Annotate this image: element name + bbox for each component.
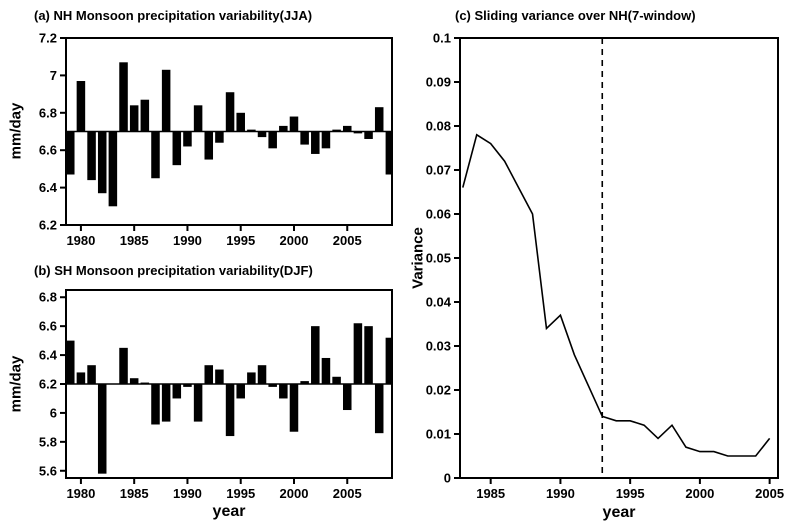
svg-text:5.8: 5.8 [39, 434, 57, 449]
svg-text:1985: 1985 [476, 486, 505, 501]
panel-b-title: (b) SH Monsoon precipitation variability… [34, 263, 313, 278]
svg-text:1995: 1995 [616, 486, 645, 501]
svg-text:1980: 1980 [66, 233, 95, 245]
svg-text:2000: 2000 [685, 486, 714, 501]
svg-text:1995: 1995 [226, 233, 255, 245]
svg-text:6.6: 6.6 [39, 319, 57, 334]
svg-text:5.6: 5.6 [39, 463, 57, 478]
panel-c-xlabel: year [602, 504, 636, 521]
svg-text:0.06: 0.06 [426, 207, 451, 222]
panel-c-plot: 0 0.01 0.02 0.03 0.04 0.05 0.06 0.07 0.08 0.09 0.1… [426, 31, 784, 502]
svg-text:6.2: 6.2 [39, 377, 57, 392]
panel-sh-monsoon: (b) SH Monsoon precipitation variability… [0, 245, 400, 530]
svg-text:6.8: 6.8 [39, 105, 57, 120]
svg-text:1985: 1985 [120, 233, 149, 245]
svg-text:1990: 1990 [173, 233, 202, 245]
svg-text:1990: 1990 [546, 486, 575, 501]
svg-text:2000: 2000 [280, 486, 309, 501]
svg-text:6.6: 6.6 [39, 143, 57, 158]
svg-text:0: 0 [444, 471, 451, 486]
svg-text:7.2: 7.2 [39, 31, 57, 46]
svg-text:6.8: 6.8 [39, 290, 57, 305]
panel-sliding-variance: (c) Sliding variance over NH(7-window) V… [400, 0, 800, 530]
panel-a-plot: 6.2 6.4 6.6 6.8 7 7.2 1980 1985 1990 1995 2000 2005 [39, 31, 393, 245]
svg-text:7: 7 [50, 68, 57, 83]
svg-text:6.2: 6.2 [39, 218, 57, 233]
svg-text:0.08: 0.08 [426, 119, 451, 134]
svg-text:2000: 2000 [280, 233, 309, 245]
svg-text:0.1: 0.1 [433, 31, 451, 46]
svg-text:1985: 1985 [120, 486, 149, 501]
panel-b-xlabel: year [212, 503, 246, 520]
svg-text:0.09: 0.09 [426, 75, 451, 90]
panel-c-title: (c) Sliding variance over NH(7-window) [455, 8, 696, 23]
svg-text:1995: 1995 [226, 486, 255, 501]
svg-text:6.4: 6.4 [39, 348, 58, 363]
svg-text:6.4: 6.4 [39, 180, 58, 195]
svg-text:0.04: 0.04 [426, 295, 452, 310]
panel-b-plot: 5.6 5.8 6 6.2 6.4 6.6 6.8 1980 1985 1990 1995 2000 2… [39, 289, 393, 501]
svg-text:2005: 2005 [333, 233, 362, 245]
panel-nh-monsoon: (a) NH Monsoon precipitation variability… [0, 0, 400, 245]
panel-a-title: (a) NH Monsoon precipitation variability… [34, 8, 313, 23]
svg-text:0.01: 0.01 [426, 427, 451, 442]
svg-text:1980: 1980 [66, 486, 95, 501]
svg-text:0.02: 0.02 [426, 383, 451, 398]
svg-text:2005: 2005 [333, 486, 362, 501]
svg-text:6: 6 [50, 405, 57, 420]
svg-text:0.03: 0.03 [426, 339, 451, 354]
svg-text:0.07: 0.07 [426, 163, 451, 178]
svg-text:1990: 1990 [173, 486, 202, 501]
svg-text:2005: 2005 [755, 486, 784, 501]
svg-text:0.05: 0.05 [426, 251, 451, 266]
